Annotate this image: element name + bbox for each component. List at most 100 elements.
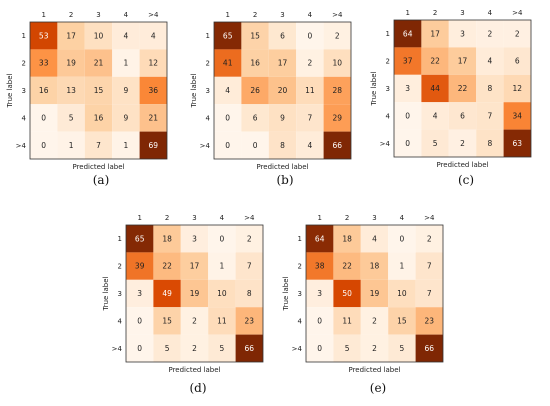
- x-axis-label: Predicted label: [436, 161, 488, 169]
- cell-value-label: 21: [149, 114, 159, 123]
- cell-value-label: 4: [372, 234, 377, 243]
- heatmap-cell: [360, 307, 389, 335]
- cell-value-label: 0: [400, 234, 405, 243]
- cell-value-label: 2: [427, 234, 432, 243]
- x-tick-label: 1: [405, 9, 409, 17]
- x-tick-label: 2: [69, 11, 73, 19]
- x-tick-label: 2: [253, 11, 257, 19]
- heatmap-cell: [153, 279, 181, 308]
- cell-value-label: 8: [488, 84, 493, 93]
- heatmap-cell: [214, 22, 242, 50]
- heatmap-cell: [112, 49, 140, 77]
- cell-value-label: 2: [515, 29, 520, 38]
- cell-value-label: 6: [253, 114, 258, 123]
- cell-value-label: 41: [223, 59, 233, 68]
- heatmap-cell: [112, 76, 140, 105]
- heatmap-cell: [268, 104, 297, 132]
- cell-value-label: 7: [427, 289, 432, 298]
- matrix-frame: [213, 21, 352, 160]
- heatmap-cell: [333, 225, 361, 253]
- x-tick-label: 3: [192, 214, 196, 222]
- cell-value-label: 9: [124, 86, 129, 95]
- x-tick-label: 3: [280, 11, 284, 19]
- y-tick-label: >4: [16, 142, 27, 150]
- cell-value-label: 63: [513, 139, 523, 148]
- x-tick-label: 1: [41, 11, 45, 19]
- heatmap-cell: [112, 131, 140, 159]
- heatmap-cell: [30, 49, 58, 77]
- heatmap-cell: [153, 307, 181, 335]
- heatmap-cell: [476, 102, 504, 130]
- heatmap-cell: [112, 22, 140, 50]
- cell-value-label: 5: [400, 344, 405, 353]
- heatmap-cell: [180, 252, 209, 280]
- heatmap-cell: [153, 334, 181, 362]
- heatmap-cell: [208, 252, 236, 280]
- heatmap-cell: [139, 104, 167, 132]
- heatmap-cell: [388, 225, 416, 253]
- cell-value-label: 53: [39, 31, 49, 40]
- heatmap-cell: [84, 104, 113, 132]
- cell-value-label: 21: [94, 59, 104, 68]
- heatmap-cell: [241, 76, 269, 105]
- heatmap-cell: [503, 47, 531, 75]
- cell-value-label: 2: [335, 31, 340, 40]
- confusion-matrix-panel: 65 15 6 0 241 16 17 2 104 26 20 11 280 6 9 7 290 0 8 4 661 2 3…: [190, 11, 352, 187]
- heatmap-cell: [421, 74, 449, 103]
- y-tick-label: 1: [298, 235, 302, 243]
- matrix-frame: [393, 19, 532, 158]
- cell-value-label: 4: [151, 31, 156, 40]
- y-tick-label: 1: [206, 32, 210, 40]
- y-tick-label: >4: [292, 345, 303, 353]
- heatmap-cell: [388, 279, 416, 308]
- cell-value-label: 11: [305, 86, 315, 95]
- heatmap-cell: [208, 334, 236, 362]
- cell-value-label: 8: [280, 141, 285, 150]
- heatmap-cell: [421, 20, 449, 48]
- x-tick-label: 1: [225, 11, 229, 19]
- cell-value-label: 26: [250, 86, 260, 95]
- panel-caption: (a): [93, 173, 110, 187]
- cell-value-label: 10: [217, 289, 227, 298]
- heatmap-cell: [57, 76, 85, 105]
- x-tick-label: 2: [345, 214, 349, 222]
- heatmap-cell: [388, 307, 416, 335]
- heatmap-cell: [333, 252, 361, 280]
- cell-value-label: 5: [345, 344, 350, 353]
- cell-value-label: 22: [162, 262, 172, 271]
- x-tick-label: >4: [512, 9, 523, 17]
- x-tick-label: 1: [317, 214, 321, 222]
- cell-value-label: 0: [225, 141, 230, 150]
- heatmap-cell: [415, 307, 443, 335]
- cell-value-label: 22: [458, 84, 468, 93]
- heatmap-cell: [415, 334, 443, 362]
- heatmap-cell: [296, 49, 324, 77]
- heatmap-cell: [394, 129, 422, 157]
- cell-value-label: 16: [250, 59, 260, 68]
- cell-value-label: 69: [149, 141, 159, 150]
- cell-value-label: 17: [430, 29, 440, 38]
- y-tick-label: 2: [298, 263, 302, 271]
- x-tick-label: 4: [308, 11, 313, 19]
- y-tick-label: 1: [22, 32, 26, 40]
- heatmap-cell: [235, 252, 263, 280]
- cell-value-label: 3: [137, 289, 142, 298]
- matrix-frame: [125, 224, 264, 363]
- heatmap-cell: [126, 334, 154, 362]
- y-tick-label: 2: [118, 263, 122, 271]
- x-axis-label: Predicted label: [72, 163, 124, 171]
- heatmap-cell: [214, 76, 242, 105]
- cell-value-label: 10: [94, 31, 104, 40]
- heatmap-cell: [84, 22, 113, 50]
- cell-value-label: 66: [425, 344, 435, 353]
- cell-value-label: 4: [488, 57, 493, 66]
- heatmap-cell: [268, 49, 297, 77]
- cell-value-label: 34: [513, 112, 523, 121]
- x-tick-label: 3: [372, 214, 376, 222]
- y-tick-label: 4: [206, 114, 211, 122]
- cell-value-label: 17: [458, 57, 468, 66]
- x-tick-label: 2: [433, 9, 437, 17]
- heatmap-cell: [360, 225, 389, 253]
- cell-value-label: 36: [149, 86, 159, 95]
- cell-value-label: 18: [342, 234, 352, 243]
